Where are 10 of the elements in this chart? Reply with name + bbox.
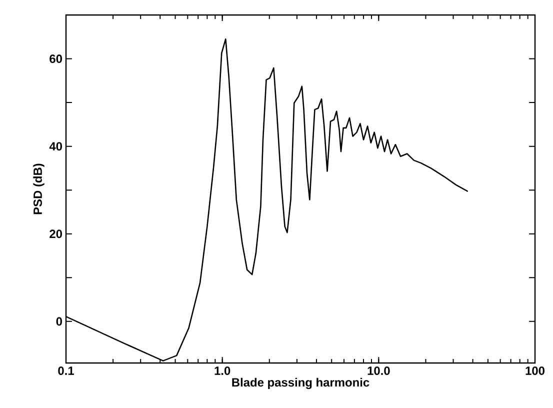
- x-tick-label: 10.0: [368, 366, 390, 375]
- x-tick-label: 1.0: [214, 366, 230, 375]
- y-axis-title: PSD (dB): [33, 164, 44, 214]
- x-axis-title: Blade passing harmonic: [232, 378, 370, 390]
- y-tick-label: 40: [49, 142, 62, 151]
- y-tick-label: 0: [56, 317, 62, 326]
- y-tick-label: 20: [50, 230, 62, 238]
- x-tick-label: 0.1: [58, 366, 74, 375]
- x-tick-label: 100: [526, 366, 544, 375]
- y-tick-label: 60: [50, 54, 62, 63]
